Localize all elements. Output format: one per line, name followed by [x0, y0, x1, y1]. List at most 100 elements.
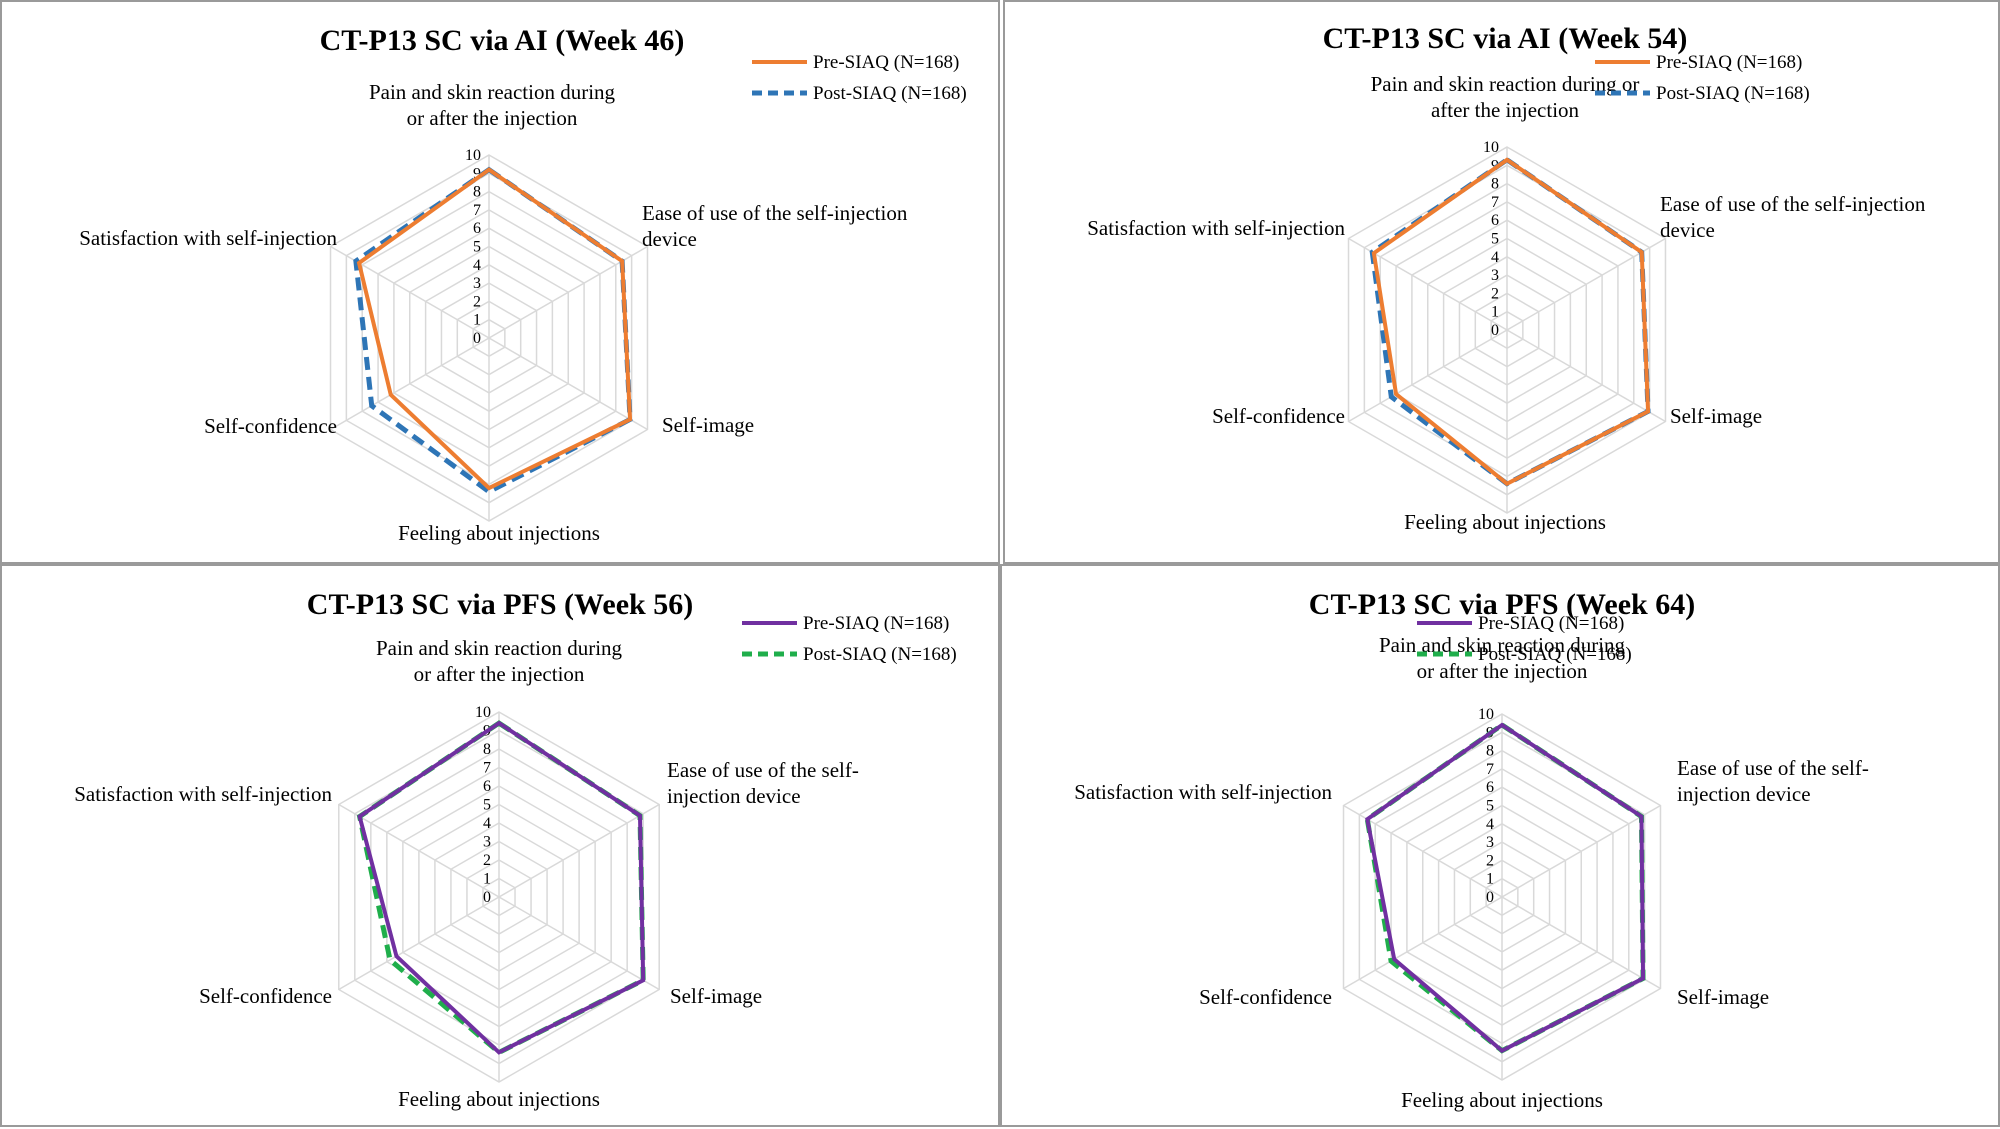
category-label-line: Self-confidence: [199, 984, 332, 1008]
category-label: Satisfaction with self-injection: [74, 782, 332, 806]
chart-title: CT-P13 SC via AI (Week 54): [1323, 22, 1688, 55]
category-label-line: Self-confidence: [1199, 985, 1332, 1009]
tick-label: 8: [483, 741, 491, 758]
category-label: Self-confidence: [199, 984, 332, 1008]
category-label-line: or after the injection: [414, 662, 585, 686]
category-label: Feeling about injections: [1404, 510, 1606, 534]
grid-spoke: [1506, 329, 1666, 423]
tick-label: 5: [483, 797, 491, 814]
legend-label: Pre-SIAQ (N=168): [1656, 52, 1802, 73]
tick-label: 2: [483, 852, 491, 869]
tick-label: 4: [1486, 816, 1494, 833]
legend-label: Pre-SIAQ (N=168): [1478, 613, 1624, 634]
tick-label: 6: [473, 220, 481, 237]
category-label: Satisfaction with self-injection: [79, 226, 337, 250]
category-label-line: Pain and skin reaction during: [376, 636, 623, 660]
category-label-line: Pain and skin reaction during or: [1371, 72, 1640, 96]
category-label: Self-confidence: [1199, 985, 1332, 1009]
category-label-line: Self-image: [1670, 404, 1762, 428]
legend-label: Pre-SIAQ (N=168): [813, 52, 959, 73]
grid-spoke: [498, 896, 660, 991]
grid-spoke: [1343, 896, 1503, 990]
category-label: Satisfaction with self-injection: [1087, 216, 1345, 240]
grid-spoke: [1348, 329, 1508, 423]
category-label-line: Ease of use of the self-injection: [1660, 192, 1926, 216]
category-label-line: device: [642, 227, 697, 251]
category-label-line: Self-image: [670, 984, 762, 1008]
chart-panel-4: 0 1 2 3 4 5 6 7 8 9 10 Pain and skin reaction durin…: [1000, 564, 2000, 1127]
category-label: Ease of use of the self-injection device: [1677, 756, 1869, 806]
category-label-line: device: [1660, 218, 1715, 242]
tick-label: 9: [473, 165, 481, 182]
tick-label: 1: [483, 871, 491, 888]
tick-label: 7: [1486, 761, 1494, 778]
category-label-line: or after the injection: [1417, 659, 1588, 683]
category-label: Ease of use of the self-injection device: [667, 758, 859, 808]
grid-spoke: [1506, 237, 1666, 331]
tick-label: 4: [473, 257, 481, 274]
tick-label: 3: [473, 275, 481, 292]
tick-label: 4: [483, 815, 491, 832]
series-line: [1365, 722, 1646, 1054]
category-label: Self-image: [670, 984, 762, 1008]
category-label: Self-image: [662, 413, 754, 437]
category-label: Feeling about injections: [1401, 1088, 1603, 1112]
tick-label: 5: [1491, 231, 1499, 248]
category-label-line: Feeling about injections: [398, 1087, 600, 1111]
chart-title: CT-P13 SC via PFS (Week 56): [307, 588, 693, 621]
category-label-line: Feeling about injections: [1404, 510, 1606, 534]
legend-label: Post-SIAQ (N=168): [1478, 644, 1632, 665]
tick-label: 10: [1483, 139, 1499, 156]
series-line: [1371, 157, 1651, 487]
tick-label: 7: [1491, 194, 1499, 211]
tick-label: 6: [483, 778, 491, 795]
tick-label: 8: [1491, 176, 1499, 193]
tick-label: 2: [473, 293, 481, 310]
chart-panel-1: 0 1 2 3 4 5 6 7 8 9 10 Pain and skin reaction durin…: [0, 0, 1000, 564]
tick-label: 6: [1486, 779, 1494, 796]
grid-spoke: [338, 896, 500, 991]
category-label: Self-confidence: [1212, 404, 1345, 428]
tick-label: 7: [473, 202, 481, 219]
category-label-line: Ease of use of the self-: [1677, 756, 1869, 780]
category-label: Ease of use of the self-injection device: [1660, 192, 1926, 242]
category-label: Satisfaction with self-injection: [1074, 780, 1332, 804]
grid-spoke: [488, 337, 648, 431]
tick-label: 1: [473, 312, 481, 329]
tick-label: 3: [1486, 834, 1494, 851]
legend-label: Post-SIAQ (N=168): [1656, 83, 1810, 104]
tick-label: 3: [1491, 267, 1499, 284]
tick-label: 0: [473, 330, 481, 347]
tick-label: 1: [1486, 871, 1494, 888]
category-label-line: Pain and skin reaction during: [369, 80, 616, 104]
chart-title: CT-P13 SC via AI (Week 46): [320, 24, 685, 57]
grid-spoke: [1501, 896, 1661, 990]
tick-label: 8: [1486, 743, 1494, 760]
chart-title: CT-P13 SC via PFS (Week 64): [1309, 588, 1695, 621]
tick-label: 2: [1486, 852, 1494, 869]
tick-label: 10: [465, 147, 481, 164]
category-label-line: Satisfaction with self-injection: [1087, 216, 1345, 240]
category-label-line: Satisfaction with self-injection: [79, 226, 337, 250]
category-label-line: Feeling about injections: [1401, 1088, 1603, 1112]
category-label: Pain and skin reaction during or after th…: [1371, 72, 1640, 122]
tick-label: 6: [1491, 212, 1499, 229]
category-label: Feeling about injections: [398, 521, 600, 545]
tick-label: 0: [483, 889, 491, 906]
chart-panel-3: 0 1 2 3 4 5 6 7 8 9 10 Pain and skin reaction durin…: [0, 564, 1000, 1127]
category-label-line: Feeling about injections: [398, 521, 600, 545]
category-label: Self-image: [1677, 985, 1769, 1009]
category-label-line: Satisfaction with self-injection: [1074, 780, 1332, 804]
category-label: Pain and skin reaction during or after th…: [369, 80, 616, 130]
tick-label: 2: [1491, 285, 1499, 302]
category-label-line: after the injection: [1431, 98, 1580, 122]
tick-label: 3: [483, 834, 491, 851]
category-label: Feeling about injections: [398, 1087, 600, 1111]
chart-panel-2: 0 1 2 3 4 5 6 7 8 9 10 Pain and skin reaction durin…: [1003, 0, 2000, 564]
series-line: [357, 720, 646, 1055]
tick-label: 5: [473, 239, 481, 256]
tick-label: 10: [475, 704, 491, 721]
